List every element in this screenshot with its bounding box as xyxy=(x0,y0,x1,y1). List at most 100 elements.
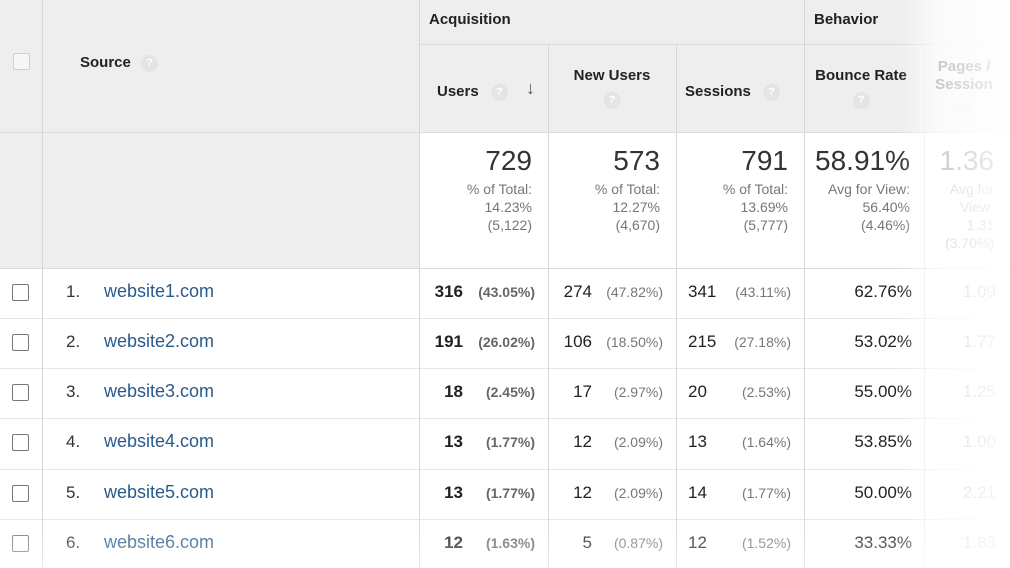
sessions-value: 12 xyxy=(688,533,707,552)
total-new-users-value: 573 xyxy=(613,145,660,176)
row-checkbox[interactable] xyxy=(12,284,29,301)
total-users-label: % of Total: xyxy=(466,181,532,197)
source-link[interactable]: website2.com xyxy=(104,331,215,351)
pages-session-value: 1.25 xyxy=(962,382,996,401)
new-users-value: 5 xyxy=(582,533,592,552)
sessions-value: 20 xyxy=(688,382,707,401)
bounce-rate-column-header[interactable]: Bounce Rate ? xyxy=(806,67,916,109)
total-sessions-detail: % of Total: 13.69% (5,777) xyxy=(676,180,788,234)
total-sessions-label: % of Total: xyxy=(722,181,788,197)
users-percent: (43.05%) xyxy=(478,284,535,300)
total-users-total: (5,122) xyxy=(487,217,532,233)
sessions-percent: (2.53%) xyxy=(741,384,791,400)
users-value: 13 xyxy=(444,483,463,502)
row-number: 5. xyxy=(66,483,81,502)
total-users-pct: 14.23% xyxy=(484,199,532,215)
sessions-value: 341 xyxy=(688,282,717,301)
new-users-percent: (47.82%) xyxy=(606,284,663,300)
total-sessions-total: (5,777) xyxy=(743,217,788,233)
row-number: 2. xyxy=(66,332,81,351)
total-new-users-total: (4,670) xyxy=(615,217,660,233)
users-value: 191 xyxy=(434,332,463,351)
new-users-percent: (0.87%) xyxy=(613,535,663,551)
users-percent: (26.02%) xyxy=(478,334,535,350)
bounce-rate-value: 55.00% xyxy=(854,382,912,401)
source-link[interactable]: website3.com xyxy=(104,381,215,401)
source-link[interactable]: website5.com xyxy=(104,482,215,502)
users-percent: (2.45%) xyxy=(485,384,535,400)
pages-session-value: 1.77 xyxy=(962,332,996,351)
sessions-percent: (27.18%) xyxy=(734,334,791,350)
users-header-label: Users xyxy=(437,83,479,100)
acquisition-group-label: Acquisition xyxy=(429,11,511,28)
total-bounce-rate-label: Avg for View: xyxy=(828,181,910,197)
row-checkbox[interactable] xyxy=(12,485,29,502)
pages-session-value: 2.21 xyxy=(962,483,996,502)
divider xyxy=(419,0,420,568)
sessions-value: 13 xyxy=(688,432,707,451)
bounce-rate-value: 33.33% xyxy=(854,533,912,552)
sessions-column-header[interactable]: Sessions ? xyxy=(685,83,781,101)
divider xyxy=(0,519,1010,520)
help-icon[interactable]: ? xyxy=(603,91,621,109)
pages-session-column-header[interactable]: Pages / Session ? xyxy=(928,58,1000,114)
pages-session-header-label-1: Pages / xyxy=(937,58,991,75)
users-percent: (1.77%) xyxy=(485,434,535,450)
sessions-header-label: Sessions xyxy=(685,83,751,100)
users-value: 12 xyxy=(444,533,463,552)
total-pages-session-pct: (3.70%) xyxy=(944,235,994,251)
divider xyxy=(0,132,1010,133)
help-icon[interactable]: ? xyxy=(490,83,508,101)
header-row-bg xyxy=(0,0,1010,132)
row-number: 1. xyxy=(66,282,81,301)
row-checkbox[interactable] xyxy=(12,384,29,401)
source-link[interactable]: website6.com xyxy=(104,532,215,552)
bounce-rate-value: 53.85% xyxy=(854,432,912,451)
bounce-rate-header-label: Bounce Rate xyxy=(815,67,907,84)
source-link[interactable]: website4.com xyxy=(104,431,215,451)
total-users-detail: % of Total: 14.23% (5,122) xyxy=(420,180,532,234)
divider xyxy=(0,368,1010,369)
new-users-header-label: New Users xyxy=(573,67,651,84)
users-value: 18 xyxy=(444,382,463,401)
sessions-percent: (43.11%) xyxy=(735,284,791,300)
row-checkbox[interactable] xyxy=(12,535,29,552)
row-checkbox[interactable] xyxy=(12,434,29,451)
new-users-value: 12 xyxy=(573,432,592,451)
total-bounce-rate-value: 58.91% xyxy=(815,145,910,176)
new-users-percent: (18.50%) xyxy=(606,334,663,350)
new-users-column-header[interactable]: New Users ? xyxy=(548,67,676,109)
row-checkbox[interactable] xyxy=(12,334,29,351)
users-column-header[interactable]: Users ? xyxy=(437,83,508,101)
total-new-users-label: % of Total: xyxy=(594,181,660,197)
new-users-value: 274 xyxy=(563,282,592,301)
total-pages-session-detail: Avg for View: 1.31 (3.70%) xyxy=(924,180,994,252)
divider xyxy=(0,318,1010,319)
divider xyxy=(548,44,549,568)
source-column-header[interactable]: Source ? xyxy=(80,54,159,72)
new-users-value: 12 xyxy=(573,483,592,502)
sessions-value: 14 xyxy=(688,483,707,502)
pages-session-value: 1.09 xyxy=(962,282,996,301)
sort-descending-icon[interactable]: ↓ xyxy=(526,78,535,98)
row-number: 4. xyxy=(66,432,81,451)
sessions-value: 215 xyxy=(688,332,717,351)
divider xyxy=(804,0,805,568)
total-bounce-rate-total: (4.46%) xyxy=(860,217,910,233)
help-icon[interactable]: ? xyxy=(763,83,781,101)
total-users-value: 729 xyxy=(485,145,532,176)
total-new-users-detail: % of Total: 12.27% (4,670) xyxy=(548,180,660,234)
select-all-checkbox[interactable] xyxy=(13,53,30,70)
total-pages-session-label-2: View: xyxy=(960,199,994,215)
help-icon[interactable]: ? xyxy=(141,54,159,72)
users-percent: (1.63%) xyxy=(485,535,535,551)
users-percent: (1.77%) xyxy=(485,485,535,501)
bounce-rate-value: 50.00% xyxy=(854,483,912,502)
source-link[interactable]: website1.com xyxy=(104,281,215,301)
help-icon[interactable]: ? xyxy=(852,91,870,109)
bounce-rate-value: 62.76% xyxy=(854,282,912,301)
new-users-value: 106 xyxy=(563,332,592,351)
divider xyxy=(0,418,1010,419)
total-bounce-rate-detail: Avg for View: 56.40% (4.46%) xyxy=(804,180,910,234)
help-icon[interactable]: ? xyxy=(955,96,973,114)
